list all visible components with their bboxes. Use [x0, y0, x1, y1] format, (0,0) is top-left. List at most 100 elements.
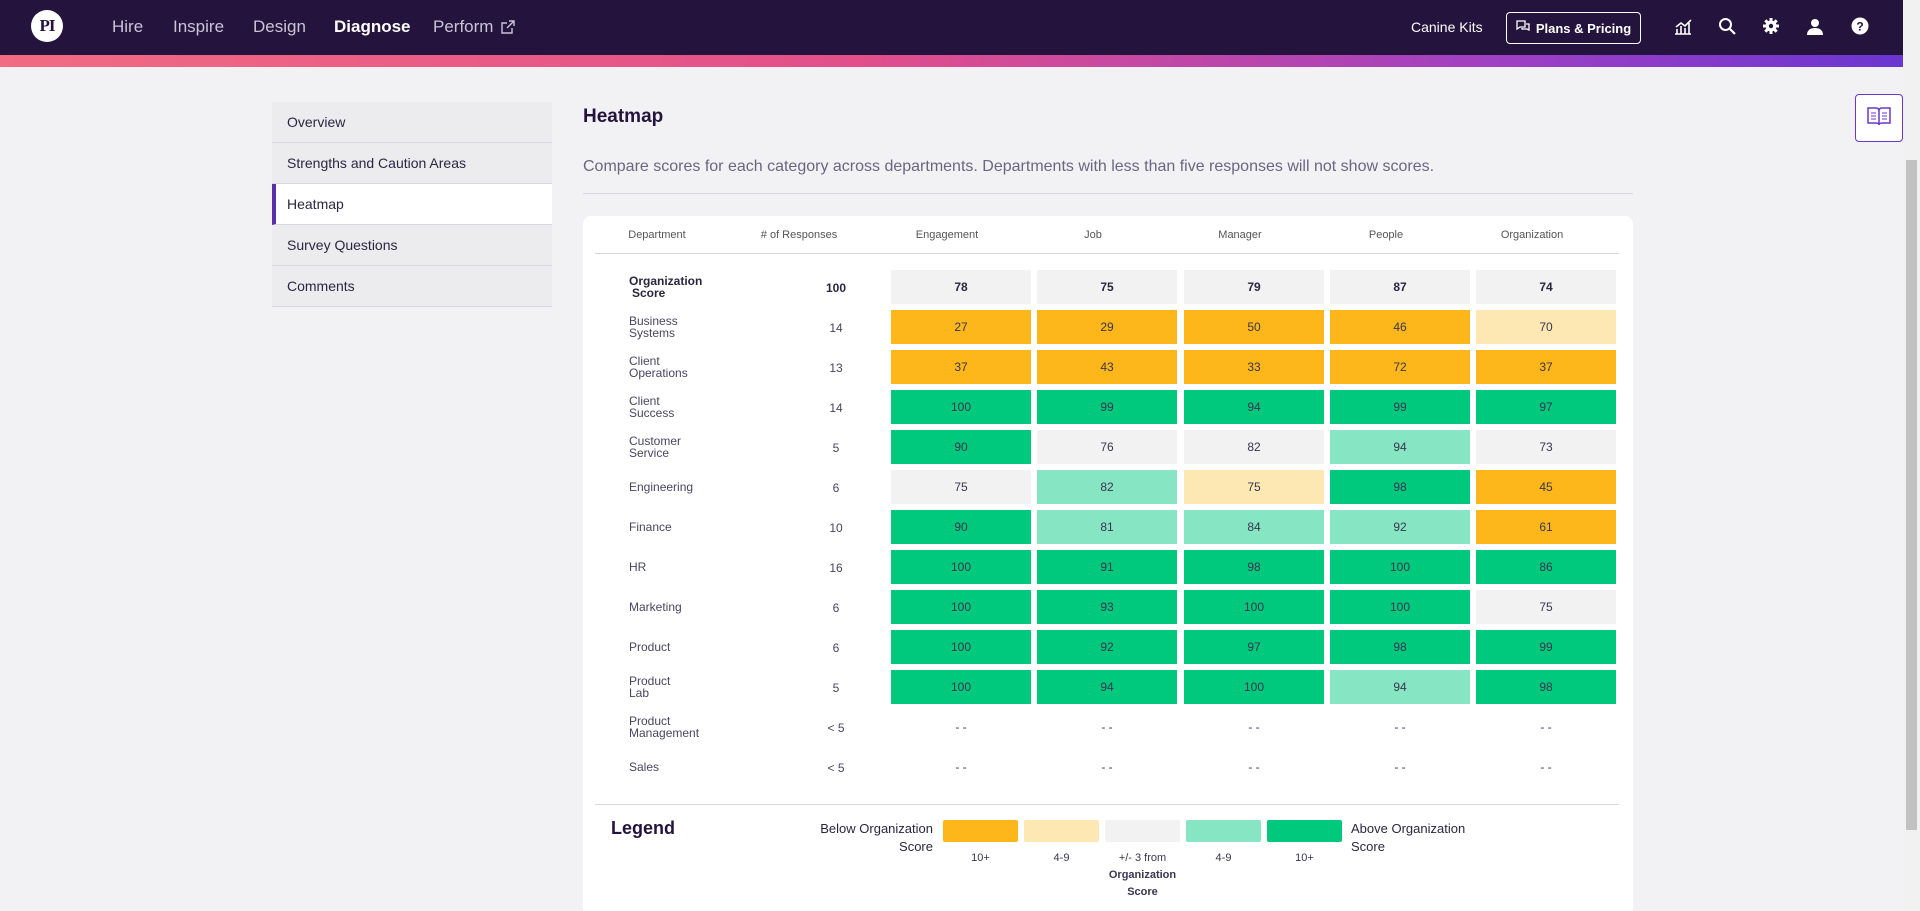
response-count: < 5 — [827, 721, 845, 735]
response-count: 14 — [829, 321, 843, 335]
help-icon[interactable]: ? — [1850, 16, 1870, 36]
nav-inspire[interactable]: Inspire — [173, 17, 225, 36]
response-count: 16 — [829, 561, 843, 575]
score-cell: 99 — [1330, 390, 1470, 424]
sidebar-item-overview[interactable]: Overview — [272, 102, 552, 143]
legend-swatch — [1105, 820, 1180, 842]
pi-logo[interactable]: PI — [31, 10, 63, 42]
score-cell: 82 — [1184, 430, 1324, 464]
gear-icon[interactable] — [1761, 16, 1781, 36]
score-cell: 72 — [1330, 350, 1470, 384]
user-icon[interactable] — [1805, 16, 1825, 36]
col-header-manager: Manager — [1218, 229, 1262, 241]
svg-text:?: ? — [1856, 20, 1863, 34]
legend-swatch-label: 4-9 — [1053, 852, 1070, 864]
score-cell: 91 — [1037, 550, 1177, 584]
legend-swatch-label: +/- 3 from Organization Score — [1108, 852, 1177, 898]
response-count: 13 — [829, 361, 843, 375]
open-book-icon — [1866, 105, 1892, 132]
plans-pricing-label: Plans & Pricing — [1535, 20, 1632, 36]
score-cell: 98 — [1330, 470, 1470, 504]
score-cell: 43 — [1037, 350, 1177, 384]
score-cell: 86 — [1476, 550, 1616, 584]
score-cell: - - — [1248, 720, 1260, 734]
score-cell: 100 — [891, 390, 1031, 424]
analytics-icon[interactable] — [1673, 16, 1693, 36]
score-cell: 100 — [1330, 550, 1470, 584]
nav-hire[interactable]: Hire — [112, 17, 144, 36]
score-cell: 27 — [891, 310, 1031, 344]
company-name[interactable]: Canine Kits — [1411, 19, 1483, 35]
score-cell: 90 — [891, 510, 1031, 544]
score-cell: 94 — [1330, 670, 1470, 704]
guide-book-button[interactable] — [1855, 94, 1903, 142]
score-cell: 92 — [1037, 630, 1177, 664]
department-name: Marketing — [629, 600, 682, 614]
plans-pricing-button[interactable]: Plans & Pricing — [1506, 12, 1641, 44]
col-header-department: Department — [628, 229, 686, 241]
score-cell: 94 — [1184, 390, 1324, 424]
nav-perform[interactable]: Perform — [433, 17, 516, 39]
score-cell: 46 — [1330, 310, 1470, 344]
response-count: < 5 — [827, 761, 845, 775]
heatmap-row: Client Operations 13 37 43 33 72 37 — [583, 350, 1633, 386]
main-content: Heatmap Compare scores for each category… — [583, 102, 1633, 194]
page-description: Compare scores for each category across … — [583, 158, 1633, 194]
legend-swatch-label: 4-9 — [1215, 852, 1232, 864]
score-cell: 76 — [1037, 430, 1177, 464]
score-cell: 75 — [1184, 470, 1324, 504]
department-name: Customer Service — [629, 434, 682, 460]
department-name: Organization Score — [629, 274, 703, 300]
legend-title: Legend — [611, 818, 676, 838]
heatmap-row: Product Lab 5 100 94 100 94 98 — [583, 670, 1633, 706]
top-nav: PI Hire Inspire Design Diagnose Perform … — [0, 0, 1903, 55]
score-cell: 97 — [1476, 390, 1616, 424]
score-cell: 37 — [1476, 350, 1616, 384]
heatmap-row: Organization Score 100 78 75 79 87 74 — [583, 270, 1633, 306]
legend-swatch — [1267, 820, 1342, 842]
score-cell: - - — [1248, 760, 1260, 774]
search-icon[interactable] — [1717, 16, 1737, 36]
sidebar-item-comments[interactable]: Comments — [272, 266, 552, 307]
response-count: 100 — [825, 281, 847, 295]
nav-diagnose[interactable]: Diagnose — [334, 17, 411, 36]
response-count: 6 — [832, 601, 840, 615]
response-count: 10 — [829, 521, 843, 535]
sidebar-item-survey-questions[interactable]: Survey Questions — [272, 225, 552, 266]
score-cell: 75 — [1476, 590, 1616, 624]
score-cell: 75 — [891, 470, 1031, 504]
score-cell: 98 — [1184, 550, 1324, 584]
department-name: Sales — [629, 760, 660, 774]
score-cell: 37 — [891, 350, 1031, 384]
nav-design[interactable]: Design — [253, 17, 306, 36]
response-count: 5 — [832, 681, 840, 695]
score-cell: 97 — [1184, 630, 1324, 664]
score-cell: 84 — [1184, 510, 1324, 544]
heatmap-card: Department # of Responses Engagement Job… — [583, 216, 1633, 911]
heatmap-row: Business Systems 14 27 29 50 46 70 — [583, 310, 1633, 346]
scrollbar-thumb[interactable] — [1906, 160, 1917, 830]
col-header-job: Job — [1084, 229, 1102, 241]
heatmap-row: Customer Service 5 90 76 82 94 73 — [583, 430, 1633, 466]
heatmap-row: HR 16 100 91 98 100 86 — [583, 550, 1633, 586]
score-cell: 81 — [1037, 510, 1177, 544]
score-cell: - - — [1101, 720, 1113, 734]
heatmap-row: Product Management < 5 - - - - - - - - - - — [583, 710, 1633, 746]
department-name: Finance — [629, 520, 672, 534]
score-cell: 82 — [1037, 470, 1177, 504]
legend-swatch-label: 10+ — [1295, 852, 1314, 864]
score-cell: 61 — [1476, 510, 1616, 544]
external-link-icon — [501, 19, 516, 39]
sidebar-item-strengths[interactable]: Strengths and Caution Areas — [272, 143, 552, 184]
score-cell: 100 — [891, 630, 1031, 664]
legend-swatch — [1186, 820, 1261, 842]
response-count: 6 — [832, 481, 840, 495]
heatmap-row: Product 6 100 92 97 98 99 — [583, 630, 1633, 666]
score-cell: 94 — [1330, 430, 1470, 464]
score-cell: 73 — [1476, 430, 1616, 464]
legend-above-label: Above Organization Score — [1351, 821, 1466, 854]
score-cell: 70 — [1476, 310, 1616, 344]
sidebar-item-heatmap[interactable]: Heatmap — [272, 184, 552, 225]
legend-swatch — [1024, 820, 1099, 842]
department-name: Engineering — [629, 480, 694, 494]
